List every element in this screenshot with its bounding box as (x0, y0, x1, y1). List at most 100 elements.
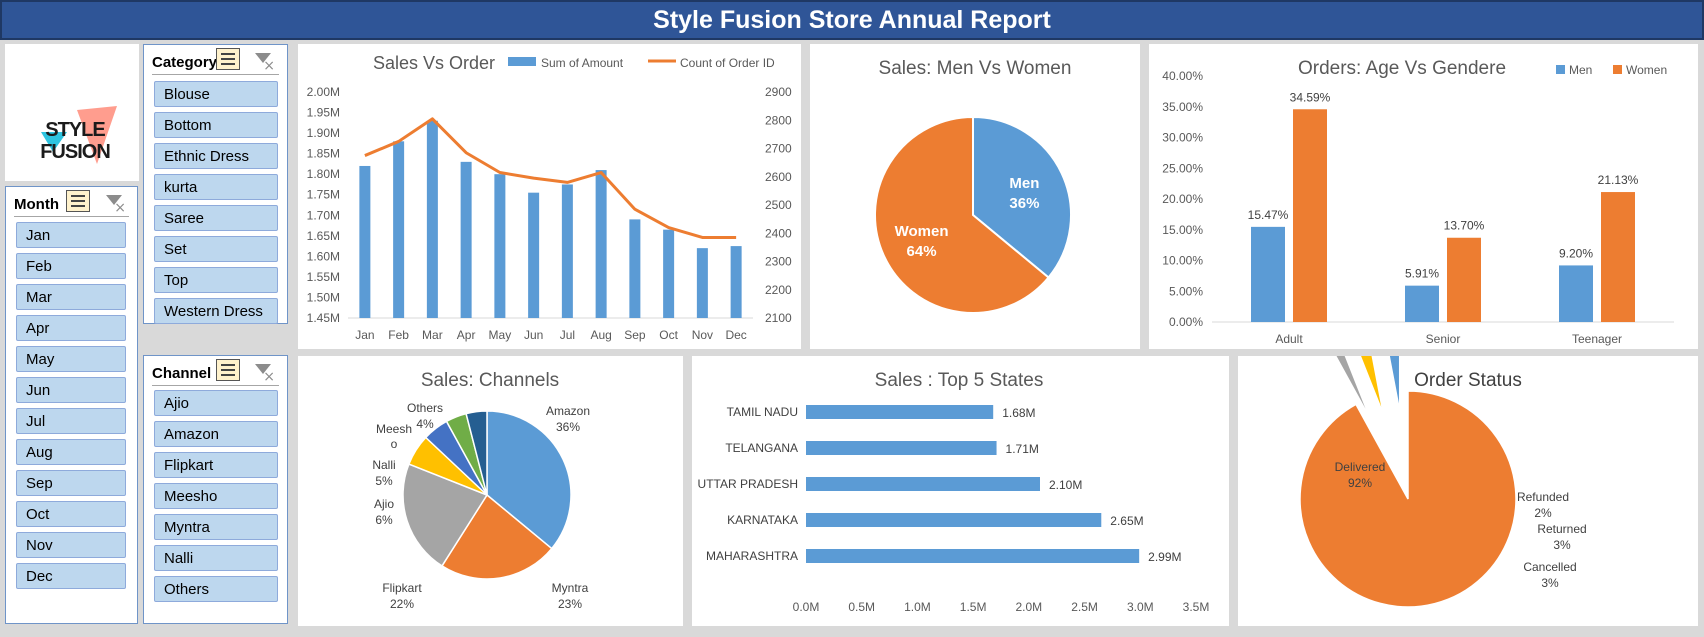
y-right-tick-label: 2800 (765, 113, 792, 127)
data-label-myntra: Myntra (552, 581, 589, 595)
channel-slicer-title: Channel (152, 365, 212, 382)
clear-filter-icon[interactable] (253, 362, 275, 385)
x-tick-label: Sep (624, 328, 646, 342)
x-tick-label: 1.0M (904, 600, 931, 614)
chart-title: Order Status (1414, 370, 1522, 391)
slicer-item-aug[interactable]: Aug (16, 439, 126, 465)
legend-label-count-of-order-id: Count of Order ID (680, 56, 775, 70)
sales-gender-chart: Sales: Men Vs Women Men 36% Women 64% (874, 58, 1072, 314)
bar-sum-of-amount-oct (663, 229, 675, 318)
slicer-item-jun[interactable]: Jun (16, 377, 126, 403)
pie-slice-refunded (1317, 317, 1372, 420)
clear-filter-icon[interactable] (104, 193, 126, 216)
slicer-item-set[interactable]: Set (154, 236, 278, 262)
bar-sum-of-amount-nov (696, 248, 708, 318)
data-label-karnataka: 2.65M (1110, 514, 1143, 528)
data-label-meesho-part2: o (391, 437, 398, 451)
slicer-item-blouse[interactable]: Blouse (154, 81, 278, 107)
bar-sum-of-amount-apr (460, 161, 472, 318)
slicer-item-kurta[interactable]: kurta (154, 174, 278, 200)
bar-tamil-nadu (806, 405, 994, 419)
y-tick-label: 5.00% (1169, 284, 1203, 298)
x-tick-label: Feb (388, 328, 409, 342)
slicer-item-may[interactable]: May (16, 346, 126, 372)
data-label-ajio: Ajio (374, 497, 394, 511)
bar-sum-of-amount-jan (359, 165, 371, 318)
slicer-item-jul[interactable]: Jul (16, 408, 126, 434)
data-label-meesho-part1: Meesh (376, 422, 412, 436)
data-label-value-refunded: 2% (1534, 506, 1552, 520)
bar-men-teenager (1559, 265, 1593, 322)
slicer-item-amazon[interactable]: Amazon (154, 421, 278, 447)
y-tick-label: 0.00% (1169, 315, 1203, 329)
x-tick-label: 3.0M (1127, 600, 1154, 614)
x-tick-label: Mar (422, 328, 443, 342)
month-slicer-title: Month (14, 196, 59, 213)
clear-filter-icon[interactable] (253, 51, 275, 74)
slicer-item-ajio[interactable]: Ajio (154, 390, 278, 416)
slicer-item-apr[interactable]: Apr (16, 315, 126, 341)
bar-sum-of-amount-mar (426, 120, 438, 318)
y-left-tick-label: 1.65M (307, 229, 340, 243)
y-right-tick-label: 2200 (765, 283, 792, 297)
data-label-value-men: 36% (1009, 195, 1039, 212)
chart-title: Sales : Top 5 States (875, 370, 1044, 391)
slicer-item-meesho[interactable]: Meesho (154, 483, 278, 509)
category-slicer: Category Blouse Bottom Ethnic Dress kurt… (143, 44, 288, 324)
data-label-returned: Returned (1537, 522, 1586, 536)
y-left-tick-label: 1.50M (307, 290, 340, 304)
report-header: Style Fusion Store Annual Report (0, 0, 1704, 40)
slicer-item-nalli[interactable]: Nalli (154, 545, 278, 571)
bar-telangana (806, 441, 997, 455)
data-label-value-amazon: 36% (556, 420, 580, 434)
y-left-tick-label: 1.95M (307, 106, 340, 120)
slicer-item-top[interactable]: Top (154, 267, 278, 293)
slicer-item-mar[interactable]: Mar (16, 284, 126, 310)
x-tick-label: Oct (659, 328, 678, 342)
slicer-item-ethnic-dress[interactable]: Ethnic Dress (154, 143, 278, 169)
y-right-tick-label: 2100 (765, 311, 792, 325)
x-tick-label: Jun (524, 328, 543, 342)
pie-slice-cancelled (1378, 302, 1401, 412)
data-label-cancelled: Cancelled (1523, 560, 1576, 574)
slicer-item-bottom[interactable]: Bottom (154, 112, 278, 138)
multi-select-icon[interactable] (216, 48, 240, 70)
y-right-tick-label: 2300 (765, 255, 792, 269)
slicer-item-saree[interactable]: Saree (154, 205, 278, 231)
multi-select-icon[interactable] (216, 359, 240, 381)
slicer-item-oct[interactable]: Oct (16, 501, 126, 527)
data-label-maharashtra: 2.99M (1148, 550, 1181, 564)
bar-men-adult (1251, 226, 1285, 322)
y-left-tick-label: 1.70M (307, 208, 340, 222)
y-left-tick-label: 1.75M (307, 188, 340, 202)
pie-slice-myntra (440, 493, 553, 580)
slicer-item-sep[interactable]: Sep (16, 470, 126, 496)
x-tick-label: 0.0M (793, 600, 820, 614)
slicer-item-western-dress[interactable]: Western Dress (154, 298, 278, 324)
x-tick-label: Adult (1275, 332, 1303, 346)
data-label-women: Women (895, 223, 949, 240)
x-tick-label: Jul (560, 328, 575, 342)
y-right-tick-label: 2700 (765, 142, 792, 156)
slicer-item-dec[interactable]: Dec (16, 563, 126, 589)
x-tick-label: Jan (355, 328, 374, 342)
top-states-chart: Sales : Top 5 States TAMIL NADU 1.68M TELAN… (698, 370, 1210, 614)
x-tick-label: Senior (1426, 332, 1461, 346)
slicer-item-flipkart[interactable]: Flipkart (154, 452, 278, 478)
slicer-item-feb[interactable]: Feb (16, 253, 126, 279)
slicer-item-myntra[interactable]: Myntra (154, 514, 278, 540)
multi-select-icon[interactable] (66, 190, 90, 212)
x-tick-label: Nov (692, 328, 713, 342)
chart-title: Sales Vs Order (373, 53, 495, 73)
slicer-item-others[interactable]: Others (154, 576, 278, 602)
pie-slice-amazon (486, 410, 572, 550)
y-tick-label: TELANGANA (725, 441, 798, 455)
x-tick-label: May (489, 328, 512, 342)
slicer-item-nov[interactable]: Nov (16, 532, 126, 558)
bar-women-senior (1447, 237, 1481, 322)
data-label-men-adult: 15.47% (1248, 208, 1289, 222)
pie-slice-others (465, 410, 488, 496)
slicer-item-jan[interactable]: Jan (16, 222, 126, 248)
data-label-tamil-nadu: 1.68M (1002, 406, 1035, 420)
x-tick-label: 2.5M (1071, 600, 1098, 614)
